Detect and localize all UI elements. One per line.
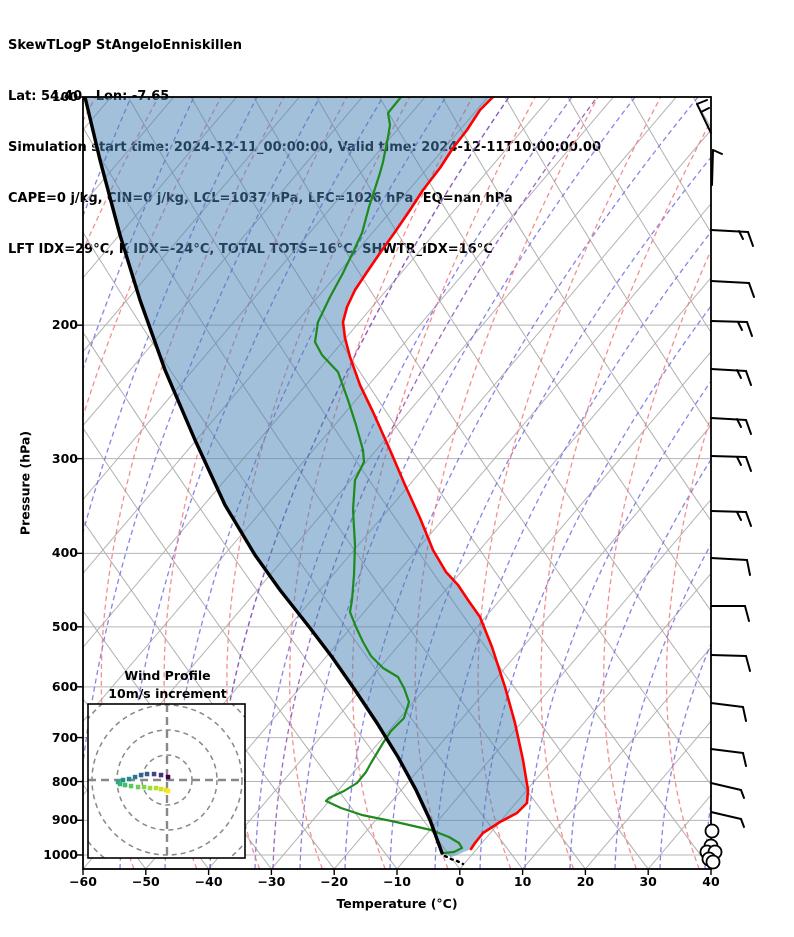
y-tick-label: 400 bbox=[51, 545, 78, 561]
temperature-curve bbox=[341, 97, 530, 851]
hodograph-trace-point bbox=[128, 783, 134, 789]
x-axis-title: Temperature (°C) bbox=[336, 896, 458, 911]
hodograph-trace-point bbox=[117, 781, 123, 787]
hodograph-trace-point bbox=[165, 788, 171, 794]
x-tick-label: −60 bbox=[69, 874, 97, 889]
inset-title-line1: Wind Profile bbox=[124, 668, 211, 683]
x-tick-label: −50 bbox=[131, 874, 160, 889]
y-tick-label: 900 bbox=[51, 812, 78, 828]
x-tick-label: 0 bbox=[455, 874, 465, 889]
hodograph-trace-point bbox=[144, 771, 150, 777]
y-tick-label: 300 bbox=[51, 450, 78, 466]
inset-title-line2: 10m/s increment bbox=[108, 686, 227, 701]
hodograph-trace-point bbox=[158, 772, 164, 778]
hodograph-trace-point bbox=[165, 774, 171, 780]
x-tick-label: −20 bbox=[320, 874, 349, 889]
x-tick-label: 30 bbox=[639, 874, 657, 889]
hodograph-trace-point bbox=[158, 786, 164, 792]
hodograph-trace-point bbox=[151, 771, 157, 777]
wind-profile-inset bbox=[87, 703, 246, 859]
hodograph-trace-point bbox=[120, 777, 126, 783]
y-tick-label: 200 bbox=[51, 317, 78, 333]
hodograph-trace-point bbox=[135, 784, 141, 790]
dewpoint-curve bbox=[313, 97, 464, 855]
axis-tick-marks bbox=[77, 96, 712, 875]
hodograph-trace-point bbox=[126, 776, 132, 782]
x-tick-label: −10 bbox=[383, 874, 411, 889]
parcel-curve bbox=[83, 97, 444, 855]
x-tick-label: 40 bbox=[702, 874, 720, 889]
calm-wind-circle bbox=[704, 823, 720, 839]
header-title: SkewTLogP StAngeloEnniskillen bbox=[8, 38, 242, 53]
y-tick-label: 1000 bbox=[43, 847, 78, 862]
y-tick-label: 100 bbox=[51, 89, 78, 104]
hodograph-trace-point bbox=[147, 785, 153, 791]
hodograph-trace-point bbox=[153, 785, 159, 791]
y-tick-label: 600 bbox=[51, 678, 78, 694]
wind-barbs bbox=[696, 99, 755, 870]
y-tick-label: 800 bbox=[51, 773, 78, 789]
x-tick-label: 20 bbox=[576, 874, 595, 889]
x-tick-label: −30 bbox=[257, 874, 286, 889]
x-tick-label: 10 bbox=[513, 874, 532, 889]
hodograph-trace-point bbox=[141, 784, 147, 790]
hodograph-trace-point bbox=[122, 782, 128, 788]
y-tick-label: 700 bbox=[51, 729, 78, 745]
y-tick-label: 500 bbox=[51, 618, 78, 634]
inset-frame bbox=[87, 703, 246, 859]
hodograph-trace-point bbox=[132, 774, 138, 780]
calm-wind-circle bbox=[705, 854, 721, 870]
x-tick-label: −40 bbox=[194, 874, 223, 889]
cape-shaded-area bbox=[85, 97, 528, 857]
y-axis-title: Pressure (hPa) bbox=[17, 430, 33, 536]
hodograph-trace-point bbox=[138, 772, 144, 778]
parcel-dry-segment-curve bbox=[443, 854, 465, 866]
